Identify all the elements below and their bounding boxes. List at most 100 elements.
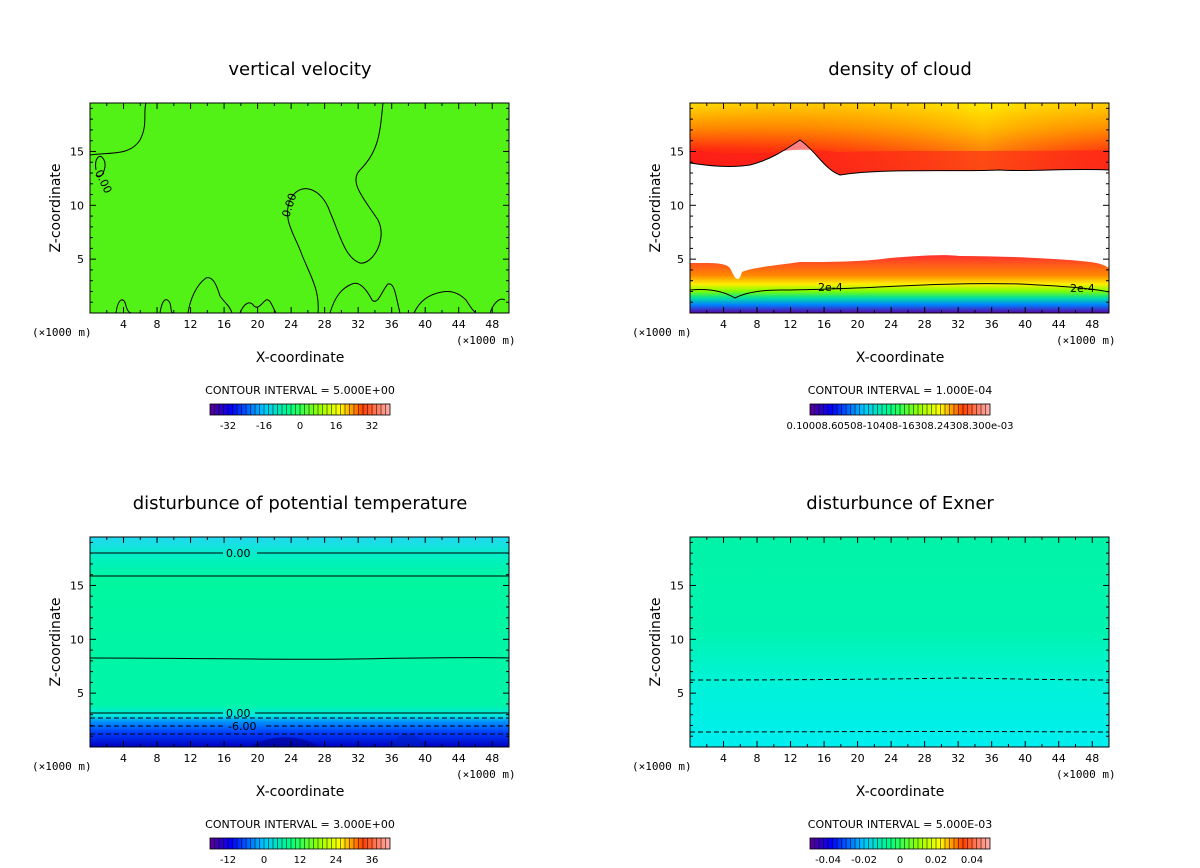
x-tick-label: 44 [1052, 752, 1066, 765]
x-tick-label: 24 [284, 318, 298, 331]
x-axis-label: X-coordinate [256, 784, 345, 800]
x-axis-label: X-coordinate [256, 350, 345, 366]
x-tick-label: 32 [951, 752, 965, 765]
chart-title: density of cloud [828, 59, 972, 80]
y-tick-label: 5 [677, 253, 684, 266]
cold-pool [250, 737, 320, 747]
x-tick-label: 4 [720, 752, 727, 765]
lower-cloud-layer [690, 255, 1109, 313]
y-axis-label: Z-coordinate [48, 163, 64, 252]
chart-title: disturbunce of potential temperature [133, 493, 468, 514]
contour-label: 0.00 [226, 547, 251, 560]
x-tick-label: 20 [251, 752, 265, 765]
colorbar-tick-labels: 0.10008.60508-10408-16308.24308.300e-03 [787, 421, 1014, 432]
upper-cloud-base [690, 140, 1109, 175]
x-tick-label: 32 [351, 318, 365, 331]
field-fill [90, 103, 509, 313]
x-tick-label: 32 [951, 318, 965, 331]
field-fill [690, 537, 1109, 747]
colorbar-tick-label: 24 [330, 855, 343, 866]
panel-density-of-cloud: density of cloud 2e-4 2e-4 4 8 12 16 20 24 28 3… [600, 0, 1200, 434]
colorbar-tick-label: 12 [294, 855, 307, 866]
contour-interval: CONTOUR INTERVAL = 5.000E-03 [808, 818, 992, 831]
x-unit-right: (×1000 m) [1056, 768, 1116, 781]
x-tick-label: 12 [784, 318, 798, 331]
y-tick-label: 15 [670, 145, 684, 158]
colorbar-stripes [814, 404, 986, 415]
y-tick-label: 5 [677, 687, 684, 700]
y-tick-label: 5 [77, 687, 84, 700]
colorbar-tick-label: 0 [297, 421, 303, 432]
x-tick-label: 28 [318, 752, 332, 765]
x-tick-label: 36 [385, 318, 399, 331]
x-unit-right: (×1000 m) [456, 334, 516, 347]
x-tick-label: 40 [1018, 318, 1032, 331]
colorbar-ticks: -32 -16 0 16 32 [220, 421, 379, 432]
x-tick-label: 12 [184, 752, 198, 765]
colorbar-tick-label: 0 [261, 855, 267, 866]
colorbar-tick-label: -0.02 [851, 855, 877, 866]
colorbar-tick-label: 0.02 [925, 855, 947, 866]
x-tick-label: 40 [418, 318, 432, 331]
y-axis-label: Z-coordinate [648, 163, 664, 252]
y-tick-label: 15 [70, 579, 84, 592]
chart-potential-temperature: disturbunce of potential temperature 0.0… [32, 493, 516, 866]
colorbar-tick-label: -16 [256, 421, 272, 432]
colorbar-stripes [814, 838, 986, 849]
x-tick-label: 20 [851, 752, 865, 765]
colorbar-stripes [214, 404, 386, 415]
x-tick-label: 24 [884, 318, 898, 331]
colorbar-tick-label: 16 [330, 421, 343, 432]
x-tick-label: 48 [485, 318, 499, 331]
y-tick-label: 10 [670, 199, 684, 212]
x-tick-label: 28 [918, 318, 932, 331]
x-tick-label: 8 [754, 318, 761, 331]
x-tick-label: 20 [851, 318, 865, 331]
y-tick-label: 5 [77, 253, 84, 266]
y-tick-label: 15 [670, 579, 684, 592]
y-tick-label: 10 [70, 199, 84, 212]
x-tick-label: 28 [318, 318, 332, 331]
x-unit-left: (×1000 m) [32, 760, 92, 773]
x-tick-label: 48 [1085, 318, 1099, 331]
x-tick-label: 16 [817, 752, 831, 765]
chart-exner: disturbunce of Exner 4 8 12 16 20 24 28 32 36 40 4… [632, 493, 1116, 866]
x-axis-label: X-coordinate [856, 350, 945, 366]
x-tick-label: 8 [154, 752, 161, 765]
colorbar-tick-label: -32 [220, 421, 236, 432]
x-tick-label: 48 [485, 752, 499, 765]
chart-density-of-cloud: density of cloud 2e-4 2e-4 4 8 12 16 20 24 28 3… [632, 59, 1116, 432]
x-tick-label: 4 [120, 318, 127, 331]
contour-interval: CONTOUR INTERVAL = 5.000E+00 [205, 384, 395, 397]
colorbar-tick-label: 36 [366, 855, 379, 866]
x-tick-label: 20 [251, 318, 265, 331]
panel-potential-temperature: disturbunce of potential temperature 0.0… [0, 434, 600, 868]
x-tick-label: 44 [452, 752, 466, 765]
x-tick-label: 12 [184, 318, 198, 331]
y-axis-label: Z-coordinate [648, 597, 664, 686]
y-axis-label: Z-coordinate [48, 597, 64, 686]
x-tick-label: 48 [1085, 752, 1099, 765]
chart-title: disturbunce of Exner [806, 493, 994, 514]
contour-lines [89, 102, 506, 314]
x-tick-label: 36 [985, 752, 999, 765]
x-unit-left: (×1000 m) [632, 760, 692, 773]
plot-frame [689, 102, 1110, 314]
contour-interval: CONTOUR INTERVAL = 3.000E+00 [205, 818, 395, 831]
y-tick-label: 15 [70, 145, 84, 158]
plot-frame [89, 102, 510, 314]
x-tick-label: 16 [217, 318, 231, 331]
panel-exner: disturbunce of Exner 4 8 12 16 20 24 28 32 36 40 4… [600, 434, 1200, 868]
colorbar-ticks: -12 0 12 24 36 [220, 855, 379, 866]
contour-lines [689, 677, 1110, 733]
x-tick-label: 28 [918, 752, 932, 765]
x-tick-label: 24 [284, 752, 298, 765]
y-tick-label: 10 [70, 633, 84, 646]
x-tick-label: 8 [754, 752, 761, 765]
contour-label: 0.00 [226, 707, 251, 720]
contour-lines [89, 552, 510, 735]
plot-frame [689, 536, 1110, 748]
x-tick-label: 36 [385, 752, 399, 765]
